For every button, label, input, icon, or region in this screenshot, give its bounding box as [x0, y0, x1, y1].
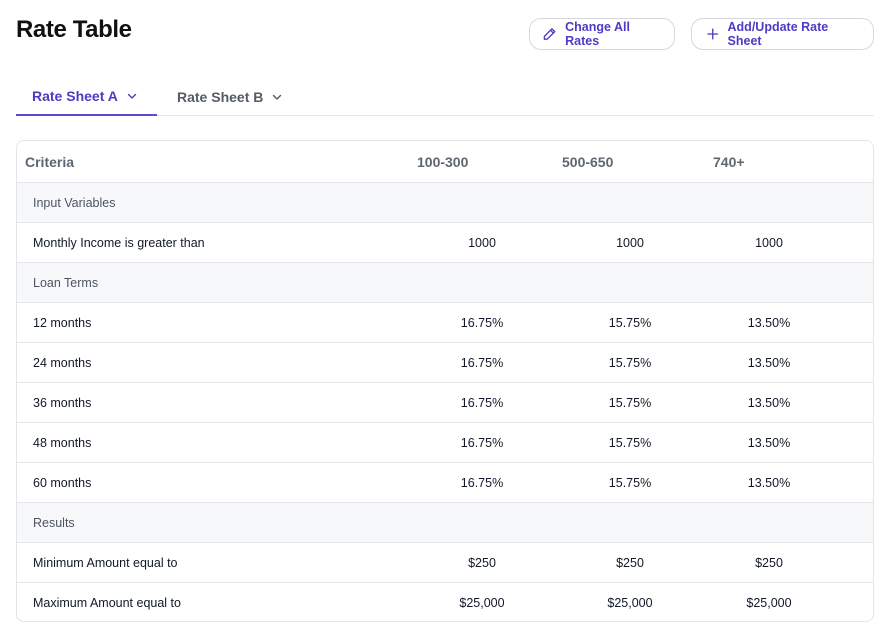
cell-value: $250 — [616, 555, 644, 570]
tab-label: Rate Sheet A — [32, 88, 118, 104]
section-label: Loan Terms — [33, 275, 99, 290]
cell-value: $250 — [755, 555, 783, 570]
cell-value: 13.50% — [747, 355, 791, 370]
section-row: Results — [17, 502, 873, 542]
row-label: 24 months — [33, 355, 92, 370]
chevron-down-icon — [273, 94, 282, 100]
plus-icon — [707, 28, 719, 40]
row-label: 60 months — [33, 475, 92, 490]
table-header-row: Criteria 100-300 500-650 740+ — [17, 141, 873, 182]
column-header-500-650: 500-650 — [562, 153, 614, 170]
table-row: Minimum Amount equal to $250 $250 $250 — [17, 542, 873, 582]
section-label: Input Variables — [33, 195, 116, 210]
column-header-740-plus: 740+ — [713, 153, 745, 170]
cell-value: 13.50% — [747, 475, 791, 490]
cell-value: 1000 — [468, 235, 496, 250]
pencil-icon — [543, 28, 556, 40]
table-row: Monthly Income is greater than 1000 1000… — [17, 222, 873, 262]
table-row: 24 months 16.75% 15.75% 13.50% — [17, 342, 873, 382]
cell-value: 15.75% — [608, 355, 652, 370]
section-label: Results — [33, 515, 75, 530]
row-label: 36 months — [33, 395, 92, 410]
row-label: Maximum Amount equal to — [33, 595, 181, 610]
add-update-rate-sheet-label: Add/Update Rate Sheet — [727, 20, 829, 48]
row-label: 12 months — [33, 315, 92, 330]
rate-table: Criteria 100-300 500-650 740+ Input Vari… — [16, 140, 874, 622]
cell-value: $25,000 — [459, 595, 505, 610]
cell-value: 16.75% — [460, 395, 504, 410]
cell-value: $250 — [468, 555, 496, 570]
add-update-rate-sheet-button[interactable]: Add/Update Rate Sheet — [691, 18, 874, 50]
change-all-rates-label: Change All Rates — [565, 20, 630, 48]
row-label: 48 months — [33, 435, 92, 450]
column-header-100-300: 100-300 — [417, 153, 469, 170]
table-row: 12 months 16.75% 15.75% 13.50% — [17, 302, 873, 342]
change-all-rates-button[interactable]: Change All Rates — [529, 18, 675, 50]
tab-rate-sheet-a[interactable]: Rate Sheet A — [16, 78, 157, 116]
cell-value: 16.75% — [460, 355, 504, 370]
row-label: Minimum Amount equal to — [33, 555, 178, 570]
chevron-down-icon — [127, 93, 137, 99]
cell-value: 13.50% — [747, 435, 791, 450]
rate-sheet-tabs: Rate Sheet A Rate Sheet B — [16, 78, 874, 116]
cell-value: $25,000 — [746, 595, 792, 610]
cell-value: 13.50% — [747, 315, 791, 330]
cell-value: 16.75% — [460, 435, 504, 450]
row-label: Monthly Income is greater than — [33, 235, 205, 250]
table-row: 60 months 16.75% 15.75% 13.50% — [17, 462, 873, 502]
table-row: 36 months 16.75% 15.75% 13.50% — [17, 382, 873, 422]
cell-value: 13.50% — [747, 395, 791, 410]
section-row: Input Variables — [17, 182, 873, 222]
cell-value: 1000 — [755, 235, 783, 250]
cell-value: 16.75% — [460, 315, 504, 330]
section-row: Loan Terms — [17, 262, 873, 302]
tab-label: Rate Sheet B — [177, 88, 264, 105]
cell-value: $25,000 — [607, 595, 653, 610]
cell-value: 1000 — [616, 235, 644, 250]
cell-value: 15.75% — [608, 395, 652, 410]
cell-value: 15.75% — [608, 315, 652, 330]
cell-value: 15.75% — [608, 475, 652, 490]
table-row: Maximum Amount equal to $25,000 $25,000 … — [17, 582, 873, 621]
column-header-criteria: Criteria — [25, 153, 75, 170]
cell-value: 15.75% — [608, 435, 652, 450]
tab-rate-sheet-b[interactable]: Rate Sheet B — [177, 78, 283, 115]
page-title: Rate Table — [16, 16, 132, 43]
table-row: 48 months 16.75% 15.75% 13.50% — [17, 422, 873, 462]
cell-value: 16.75% — [460, 475, 504, 490]
